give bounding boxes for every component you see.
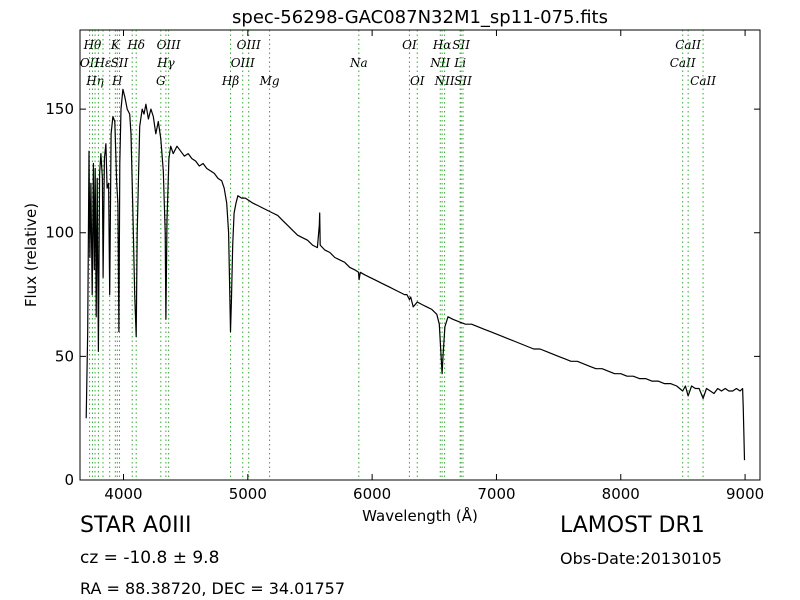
line-marker-label: SII <box>452 38 470 52</box>
object-class: STAR A0III <box>80 513 192 538</box>
x-tick-label: 4000 <box>104 485 142 503</box>
line-marker-label: OIII <box>231 56 255 70</box>
x-tick-label: 6000 <box>353 485 391 503</box>
line-marker-label: Hθ <box>83 38 102 52</box>
line-marker-label: Hδ <box>126 38 145 52</box>
y-tick-label: 100 <box>45 224 74 242</box>
line-marker-label: Hε <box>94 56 112 70</box>
survey-name: LAMOST DR1 <box>560 513 705 538</box>
line-marker-label: Hβ <box>221 74 239 88</box>
x-tick-label: 9000 <box>726 485 764 503</box>
x-tick-label: 5000 <box>229 485 267 503</box>
line-marker-label: Li <box>453 56 466 70</box>
x-axis-label: Wavelength (Å) <box>362 506 478 525</box>
line-marker-label: K <box>110 38 121 52</box>
line-marker-label: NII <box>434 74 455 88</box>
line-marker-label: CaII <box>670 56 696 70</box>
line-marker-label: NII <box>429 56 450 70</box>
y-tick-label: 50 <box>55 347 74 365</box>
line-marker-label: CaII <box>690 74 716 88</box>
axis-ticks: 4000 5000 6000 7000 8000 9000 0 50 100 150 <box>45 30 764 503</box>
spectrum-curve-layer <box>85 88 746 461</box>
line-marker-label: Hα <box>432 38 452 52</box>
line-marker-label: OIII <box>237 38 261 52</box>
line-marker-layer: OIIHθHηHεKHSIIHδGHγOIIIHβOIIIOIIIMgNaOIO… <box>80 30 716 480</box>
line-marker-label: CaII <box>675 38 701 52</box>
line-marker-label: Hγ <box>156 56 175 70</box>
chart-title: spec-56298-GAC087N32M1_sp11-075.fits <box>232 7 608 28</box>
plot-frame <box>79 29 761 481</box>
line-marker-label: Hη <box>85 74 104 88</box>
spectrum-line <box>85 88 746 461</box>
line-marker-label: SII <box>111 56 129 70</box>
obs-date: Obs-Date:20130105 <box>560 549 722 568</box>
line-marker-label: OI <box>402 38 417 52</box>
y-axis-label: Flux (relative) <box>22 203 40 307</box>
x-tick-label: 7000 <box>477 485 515 503</box>
y-tick-label: 150 <box>45 100 74 118</box>
line-marker-label: OI <box>410 74 425 88</box>
line-marker-label: Mg <box>259 74 280 88</box>
y-tick-label: 0 <box>64 471 74 489</box>
line-marker-label: G <box>156 74 166 88</box>
redshift-cz: cz = -10.8 ± 9.8 <box>80 548 220 568</box>
line-marker-label: SII <box>454 74 472 88</box>
line-marker-label: OIII <box>157 38 181 52</box>
ra-dec: RA = 88.38720, DEC = 34.01757 <box>80 579 346 598</box>
line-marker-label: H <box>111 74 123 88</box>
line-marker-label: Na <box>349 56 368 70</box>
x-tick-label: 8000 <box>602 485 640 503</box>
